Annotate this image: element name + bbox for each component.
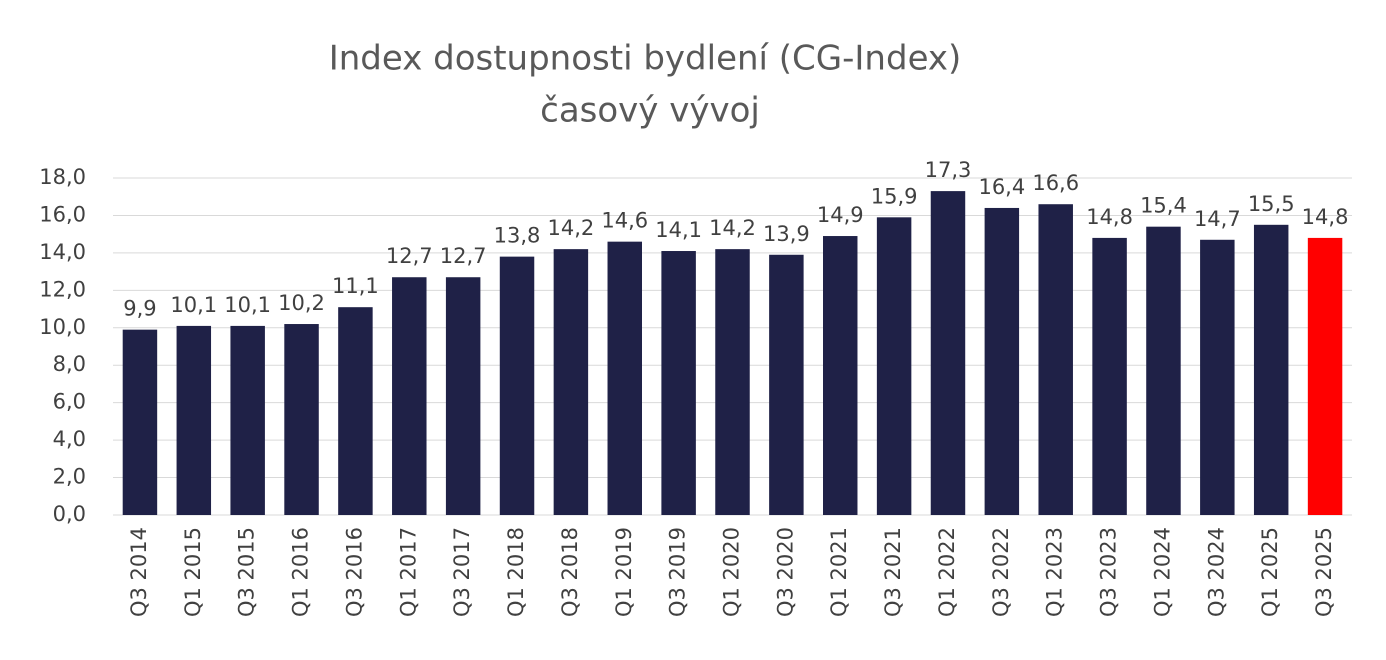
value-label: 17,3 [925,158,972,182]
x-tick-label: Q3 2019 [666,527,690,617]
value-label: 10,1 [224,293,271,317]
y-tick-label: 14,0 [39,240,86,264]
x-tick-label: Q1 2024 [1150,527,1174,617]
value-label: 16,6 [1032,171,1079,195]
x-tick-label: Q3 2022 [989,527,1013,617]
bar [876,217,912,516]
value-label: 14,1 [655,218,702,242]
bar [284,324,319,515]
value-label: 14,8 [1302,205,1349,229]
bar [392,277,427,515]
y-tick-label: 10,0 [39,315,86,339]
bar [823,236,858,516]
y-tick-label: 2,0 [53,465,86,489]
x-tick-label: Q3 2016 [342,527,366,617]
y-tick-label: 12,0 [39,277,86,301]
bar [1253,224,1289,516]
bar [930,191,966,515]
y-tick-label: 6,0 [53,390,86,414]
x-tick-label: Q3 2024 [1204,527,1228,617]
x-tick-label: Q1 2017 [396,527,420,617]
value-label: 12,7 [440,244,487,268]
bar [338,307,373,515]
value-label: 15,5 [1248,192,1295,216]
value-label: 14,2 [709,216,756,240]
bar [1092,237,1127,515]
x-tick-label: Q1 2018 [504,527,528,617]
value-label: 13,8 [494,224,541,248]
x-tick-label: Q1 2019 [612,527,636,617]
bar [176,325,212,515]
value-label: 14,7 [1194,207,1241,231]
value-label: 15,9 [871,184,918,208]
value-label: 14,6 [601,209,648,233]
bar [1307,237,1343,515]
y-tick-label: 18,0 [39,165,86,189]
value-label: 11,1 [332,274,379,298]
bar [661,251,696,515]
value-label: 9,9 [123,297,156,321]
y-tick-label: 8,0 [53,352,86,376]
x-tick-label: Q1 2022 [935,527,959,617]
x-tick-label: Q1 2025 [1258,527,1282,617]
y-tick-label: 16,0 [39,202,86,226]
bar [499,256,535,515]
x-tick-label: Q1 2015 [181,527,205,617]
value-label: 10,1 [170,293,217,317]
value-label: 12,7 [386,244,433,268]
y-tick-label: 4,0 [53,427,86,451]
x-tick-label: Q3 2025 [1312,527,1336,617]
value-label: 15,4 [1140,194,1187,218]
bar [1146,226,1181,515]
chart-title: Index dostupnosti bydlení (CG-Index) [329,39,962,79]
y-tick-label: 0,0 [53,502,86,526]
bar [445,277,481,515]
bar [715,249,750,515]
bar [984,207,1020,515]
x-tick-label: Q1 2016 [289,527,313,617]
bar [1200,239,1235,516]
value-label: 16,4 [978,175,1025,199]
value-label: 10,2 [278,291,325,315]
x-tick-label: Q3 2014 [127,527,151,617]
chart-subtitle: časový vývoj [540,91,760,131]
x-tick-label: Q3 2018 [558,527,582,617]
x-tick-label: Q1 2021 [827,527,851,617]
bar [607,241,642,515]
value-label: 14,8 [1086,205,1133,229]
x-tick-label: Q3 2023 [1097,527,1121,617]
value-label: 14,2 [548,216,595,240]
bar [122,329,158,515]
x-tick-label: Q3 2015 [235,527,259,617]
value-label: 14,9 [817,203,864,227]
bar [553,249,589,515]
bar [230,325,265,515]
x-tick-label: Q3 2017 [450,527,474,617]
x-tick-label: Q1 2020 [720,527,744,617]
bar [1038,204,1073,515]
bar [769,254,804,515]
x-tick-label: Q3 2020 [773,527,797,617]
x-tick-label: Q3 2021 [881,527,905,617]
x-tick-label: Q1 2023 [1043,527,1067,617]
value-label: 13,9 [763,222,810,246]
